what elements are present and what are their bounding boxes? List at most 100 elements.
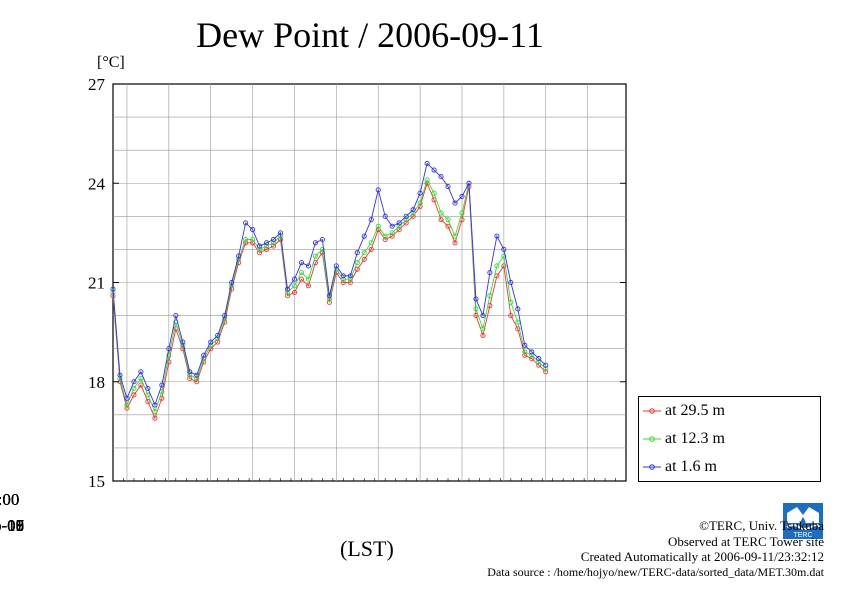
data-point — [250, 236, 256, 243]
data-point — [501, 263, 507, 269]
data-point — [417, 190, 423, 196]
data-point — [284, 293, 291, 299]
data-point — [382, 233, 388, 239]
data-point — [403, 220, 409, 226]
data-point — [410, 207, 416, 213]
data-point — [243, 220, 249, 226]
data-point — [347, 273, 353, 279]
data-point — [187, 369, 193, 375]
data-point — [173, 313, 179, 319]
data-point — [445, 217, 451, 223]
y-tick-label: 27 — [88, 75, 106, 94]
data-point — [305, 263, 311, 269]
legend: at 29.5 m at 12.3 m at 1.6 m — [638, 396, 821, 482]
data-point — [166, 352, 172, 358]
data-point — [312, 240, 318, 246]
grid-lines — [113, 84, 626, 481]
data-point — [543, 362, 549, 368]
series-2 — [110, 160, 549, 408]
data-point — [375, 187, 381, 193]
data-point — [194, 375, 200, 381]
data-point — [452, 200, 458, 206]
data-point — [417, 200, 423, 206]
data-point — [340, 273, 346, 279]
data-point — [124, 402, 130, 408]
data-point — [333, 263, 339, 269]
data-point — [152, 415, 158, 421]
data-point — [215, 339, 221, 345]
legend-swatch-29-5m — [643, 408, 661, 414]
data-point — [536, 362, 542, 368]
data-point — [480, 313, 486, 319]
x-tick-date-label: Sep-06 — [0, 516, 24, 535]
data-point — [145, 399, 151, 405]
copyright-text: ©TERC, Univ. Tsukuba — [699, 518, 824, 533]
y-tick-label: 21 — [88, 274, 105, 293]
data-point — [361, 250, 367, 256]
data-point — [270, 243, 277, 249]
data-point — [515, 326, 521, 332]
data-point — [536, 359, 542, 365]
x-tick-time-label: 00:00 — [0, 490, 19, 509]
data-point — [529, 352, 535, 358]
x-tick-time-label: 00:00 — [0, 490, 19, 509]
data-point — [131, 379, 137, 385]
data-point — [431, 167, 437, 173]
data-point — [382, 236, 388, 243]
data-point — [284, 286, 291, 292]
data-point — [403, 213, 409, 219]
source-text: Data source : /home/hojyo/new/TERC-data/… — [487, 564, 824, 579]
y-tick-label: 24 — [88, 174, 106, 193]
data-point — [368, 246, 374, 252]
legend-item-1-6m: at 1.6 m — [643, 457, 818, 477]
data-point — [194, 379, 200, 385]
data-point — [361, 256, 367, 262]
data-point — [215, 336, 221, 342]
y-tick-label: 18 — [88, 373, 105, 392]
series-line — [112, 162, 547, 407]
legend-label: at 1.6 m — [665, 458, 717, 475]
data-point — [438, 174, 444, 180]
data-point — [222, 313, 228, 319]
data-point — [494, 263, 500, 269]
data-point — [529, 349, 535, 355]
data-point — [445, 223, 451, 229]
data-point — [340, 279, 346, 286]
series-layer — [110, 160, 549, 421]
data-point — [319, 236, 325, 243]
data-point — [536, 356, 542, 362]
data-point — [124, 395, 130, 401]
data-point — [257, 246, 263, 252]
data-point — [382, 213, 388, 219]
data-point — [236, 253, 242, 259]
observed-text: Observed at TERC Tower site — [667, 533, 824, 549]
x-tick-date-label: Sep-09 — [0, 516, 24, 535]
data-point — [152, 408, 158, 415]
data-point — [508, 299, 514, 305]
data-point — [326, 296, 332, 302]
data-point — [522, 342, 528, 348]
legend-swatch-1-6m — [643, 464, 661, 470]
data-point — [438, 210, 444, 216]
x-tick-date-label: Sep-08 — [0, 516, 24, 535]
data-point — [473, 306, 479, 312]
x-tick-time-label: 00:00 — [0, 490, 19, 509]
data-point — [396, 220, 402, 226]
legend-item-12-3m: at 12.3 m — [643, 429, 818, 449]
data-point — [340, 276, 346, 282]
data-point — [487, 270, 493, 276]
data-point — [389, 233, 395, 239]
series-1 — [110, 177, 549, 415]
data-point — [326, 299, 332, 305]
legend-label: at 29.5 m — [665, 402, 725, 419]
data-point — [375, 223, 381, 229]
axis-layer: 151821242700:00Sep-0600:00Sep-0700:00Sep… — [0, 75, 627, 535]
data-point — [229, 279, 235, 286]
data-point — [389, 230, 395, 236]
data-point — [452, 233, 458, 239]
data-point — [152, 402, 158, 408]
data-point — [410, 213, 416, 219]
data-point — [145, 385, 151, 391]
data-point — [312, 253, 318, 259]
